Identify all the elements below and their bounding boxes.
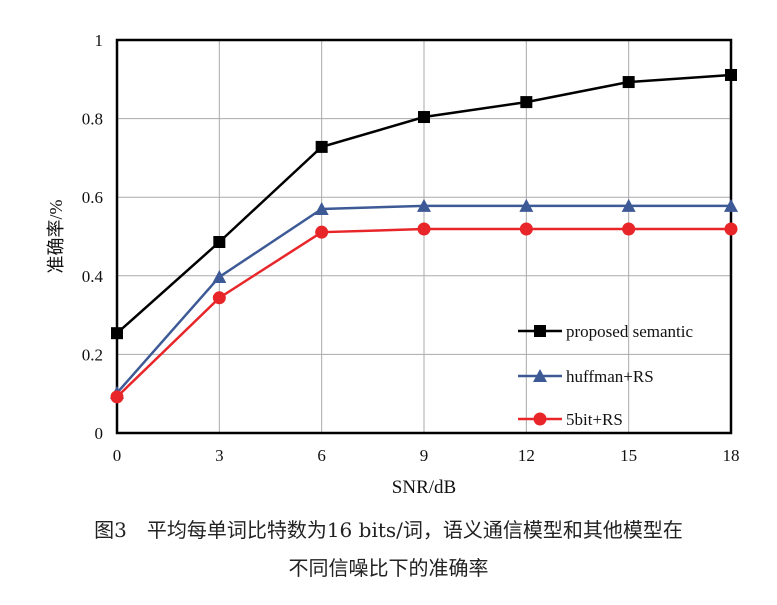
legend-marker-triangle-icon	[533, 369, 547, 382]
y-tick-label: 0.8	[82, 110, 103, 129]
legend-marker-square-icon	[534, 325, 546, 337]
figure-caption-line-2: 不同信噪比下的准确率	[288, 556, 489, 580]
data-point	[315, 140, 328, 153]
y-tick-label: 0.4	[82, 267, 104, 286]
x-tick-label: 15	[620, 446, 637, 465]
data-point	[724, 198, 738, 212]
x-tick-label: 3	[215, 446, 224, 465]
y-tick-label: 1	[95, 31, 104, 50]
figure-caption-line-1: 图3 平均每单词比特数为16 bits/词，语义通信模型和其他模型在	[94, 518, 683, 542]
y-axis-label: 准确率/%	[46, 199, 66, 273]
data-point	[519, 222, 533, 236]
y-tick-label: 0.2	[82, 345, 103, 364]
data-point	[622, 76, 635, 89]
legend-marker-circle-icon	[533, 412, 547, 426]
x-tick-label: 6	[317, 446, 326, 465]
legend-label: 5bit+RS	[566, 410, 623, 429]
data-point	[213, 236, 226, 249]
x-tick-label: 0	[113, 446, 122, 465]
data-point	[111, 327, 123, 340]
x-tick-label: 9	[420, 446, 429, 465]
data-point	[417, 198, 431, 212]
data-point	[212, 291, 226, 305]
x-tick-label: 18	[723, 446, 740, 465]
legend-label: huffman+RS	[566, 367, 654, 386]
data-point	[519, 198, 534, 212]
line-chart: 0 0.2 0.4 0.6 0.8 1 0 3 6 9 12 15 18 SNR/dB 准确率/% propo…	[46, 31, 740, 498]
data-point	[621, 198, 636, 212]
data-point	[110, 390, 124, 404]
data-point	[417, 222, 431, 236]
data-point	[520, 96, 533, 109]
x-axis-label: SNR/dB	[392, 477, 456, 498]
legend-label: proposed semantic	[566, 322, 693, 341]
data-point	[725, 68, 737, 81]
data-point	[314, 201, 329, 215]
data-point	[212, 269, 227, 283]
data-point	[622, 222, 636, 236]
data-point	[315, 225, 329, 239]
plot-frame	[115, 38, 733, 435]
y-tick-label: 0	[95, 424, 104, 443]
x-tick-label: 12	[518, 446, 535, 465]
y-tick-label: 0.6	[82, 188, 103, 207]
data-point	[724, 222, 738, 236]
data-point	[418, 111, 430, 124]
